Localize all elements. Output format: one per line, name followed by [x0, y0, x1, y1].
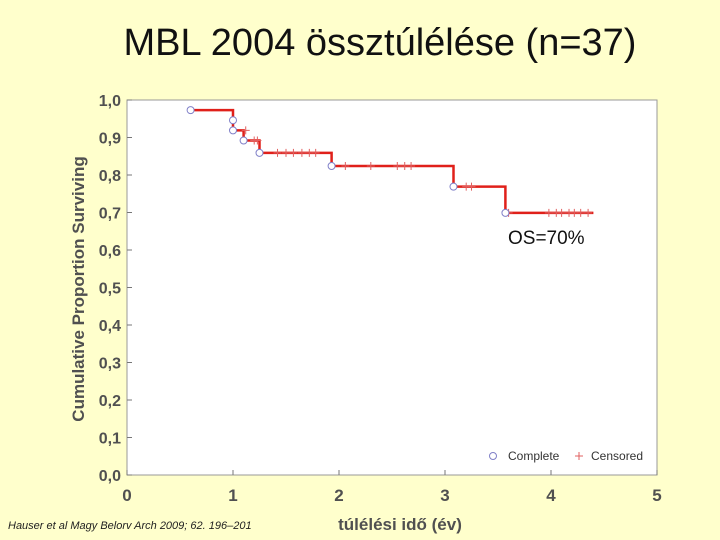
y-tick-label: 0,3 — [99, 356, 121, 373]
plot-area — [126, 99, 658, 476]
y-tick-label: 0,9 — [99, 131, 121, 148]
y-tick-label: 0,4 — [99, 318, 121, 335]
complete-marker — [239, 136, 248, 145]
x-tick-label: 5 — [652, 486, 661, 505]
os-annotation: OS=70% — [508, 228, 585, 249]
censored-marker — [273, 148, 282, 157]
x-tick-label: 3 — [440, 486, 449, 505]
censored-marker — [584, 208, 593, 217]
censored-marker — [544, 208, 553, 217]
y-tick-label: 0,7 — [99, 206, 121, 223]
complete-marker — [327, 162, 336, 170]
censored-marker — [341, 162, 350, 170]
y-tick-label: 0,6 — [99, 243, 121, 260]
x-tick-label: 2 — [334, 486, 343, 505]
legend-censored-marker — [575, 452, 583, 460]
x-axis-label: túlélési idő (év) — [338, 515, 462, 534]
complete-marker — [229, 126, 237, 135]
y-tick-label: 0,1 — [99, 431, 121, 448]
x-tick-label: 0 — [122, 486, 131, 505]
legend-complete-marker — [489, 452, 497, 460]
complete-marker — [255, 148, 264, 157]
x-tick-label: 4 — [546, 486, 556, 505]
censored-marker — [407, 162, 416, 170]
x-axis-ticks: 0 1 2 3 4 5 — [122, 470, 662, 505]
y-tick-label: 0,2 — [99, 393, 121, 410]
y-tick-label: 0,0 — [99, 468, 121, 485]
complete-marker — [501, 208, 510, 217]
censored-marker — [467, 182, 476, 191]
y-axis-label: Cumulative Proportion Surviving — [69, 156, 88, 421]
y-tick-label: 0,8 — [99, 168, 121, 185]
citation: Hauser et al Magy Belorv Arch 2009; 62. … — [8, 520, 252, 532]
x-tick-label: 1 — [228, 486, 237, 505]
censored-marker — [557, 208, 566, 217]
complete-marker — [229, 116, 237, 125]
y-tick-label: 1,0 — [99, 93, 121, 110]
y-axis-ticks: 0,0 0,1 0,2 0,3 0,4 0,5 0,6 0,7 0,8 0,9 1,0 — [99, 93, 132, 485]
survival-series — [186, 106, 594, 217]
complete-marker — [186, 106, 195, 115]
censored-marker — [282, 148, 290, 157]
censored-marker — [393, 162, 402, 170]
complete-marker — [449, 182, 458, 191]
y-tick-label: 0,5 — [99, 281, 121, 298]
censored-marker — [311, 148, 320, 157]
legend-censored-label: Censored — [591, 449, 643, 463]
censored-marker — [253, 136, 262, 145]
legend: Complete Censored — [489, 449, 643, 463]
slide-title: MBL 2004 össztúlélése (n=37) — [123, 22, 637, 64]
legend-complete-label: Complete — [508, 449, 560, 463]
censored-marker — [366, 162, 375, 170]
censored-marker — [576, 208, 585, 217]
censored-marker — [297, 148, 306, 157]
censored-marker — [289, 148, 298, 157]
censored-marker — [241, 126, 250, 135]
